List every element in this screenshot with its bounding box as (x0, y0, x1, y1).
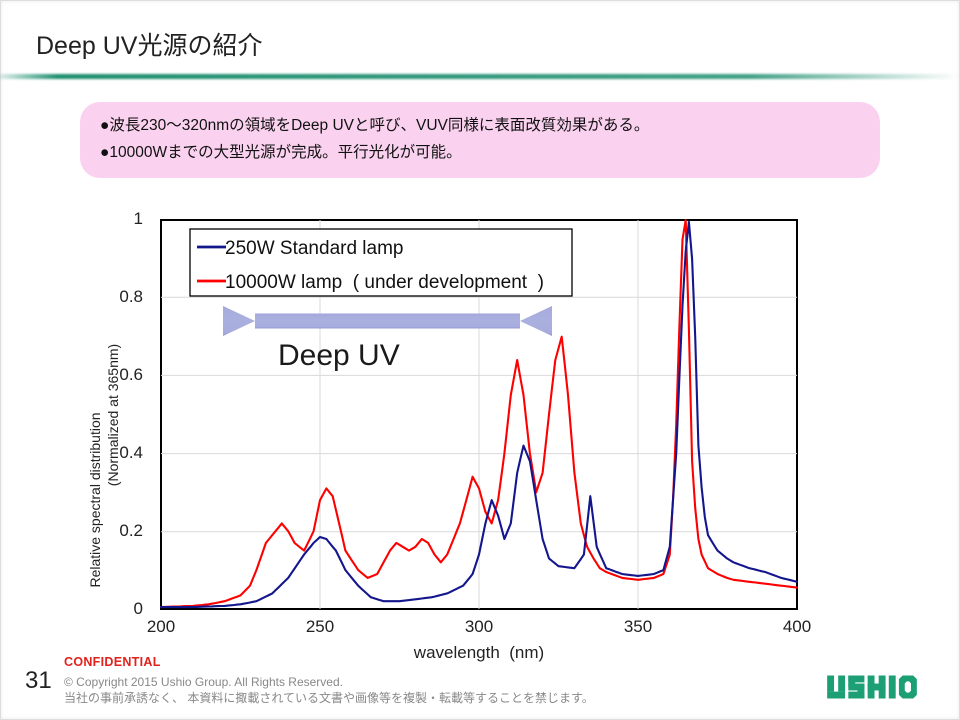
svg-text:250W Standard lamp: 250W Standard lamp (225, 238, 404, 259)
svg-text:Relative spectral distribution: Relative spectral distribution (87, 412, 103, 587)
svg-text:200: 200 (147, 617, 175, 636)
svg-text:0.2: 0.2 (119, 521, 143, 540)
svg-text:300: 300 (465, 617, 493, 636)
svg-text:Deep UV: Deep UV (278, 339, 400, 372)
svg-text:(Normalized at 365nm): (Normalized at 365nm) (105, 344, 121, 486)
svg-text:0.4: 0.4 (119, 443, 143, 462)
svg-text:wavelength (nm): wavelength (nm) (413, 643, 544, 662)
svg-text:0: 0 (134, 599, 143, 618)
svg-text:1: 1 (134, 209, 143, 228)
svg-text:0.8: 0.8 (119, 287, 143, 306)
svg-text:350: 350 (624, 617, 652, 636)
svg-text:400: 400 (783, 617, 811, 636)
svg-text:250: 250 (306, 617, 334, 636)
svg-text:0.6: 0.6 (119, 365, 143, 384)
svg-text:10000W lamp ( under developme: 10000W lamp ( under development ) (225, 272, 544, 293)
